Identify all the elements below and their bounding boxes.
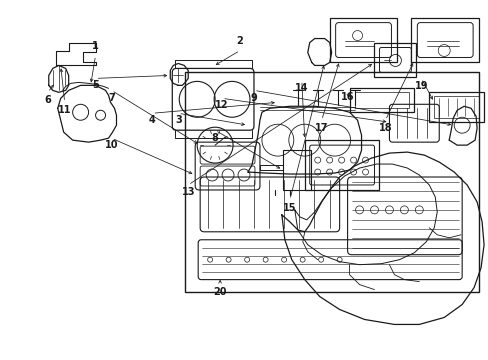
- Bar: [374, 42, 415, 77]
- Text: 10: 10: [104, 140, 118, 150]
- Text: 18: 18: [378, 123, 391, 133]
- Text: 2: 2: [236, 36, 243, 46]
- Text: 13: 13: [181, 187, 195, 197]
- Text: 15: 15: [283, 203, 296, 213]
- Text: 8: 8: [211, 133, 218, 143]
- Text: 7: 7: [108, 93, 115, 103]
- Bar: [329, 18, 397, 62]
- Text: 11: 11: [58, 105, 71, 115]
- Bar: [428, 92, 483, 122]
- Bar: [410, 18, 478, 62]
- Bar: [185, 72, 478, 292]
- Text: 12: 12: [215, 100, 228, 110]
- Bar: [433, 96, 478, 118]
- Bar: [282, 150, 310, 190]
- Text: 16: 16: [340, 92, 354, 102]
- Text: 9: 9: [250, 93, 257, 103]
- Text: 1: 1: [92, 41, 99, 50]
- Text: 6: 6: [44, 95, 51, 105]
- Text: 17: 17: [314, 123, 328, 133]
- Bar: [354, 92, 408, 108]
- Text: 3: 3: [175, 115, 181, 125]
- Text: 14: 14: [294, 84, 308, 93]
- Bar: [349, 88, 413, 112]
- Text: 19: 19: [414, 81, 427, 91]
- Text: 4: 4: [149, 115, 155, 125]
- Text: 5: 5: [92, 80, 99, 90]
- Bar: [304, 140, 379, 190]
- Text: 20: 20: [213, 287, 226, 297]
